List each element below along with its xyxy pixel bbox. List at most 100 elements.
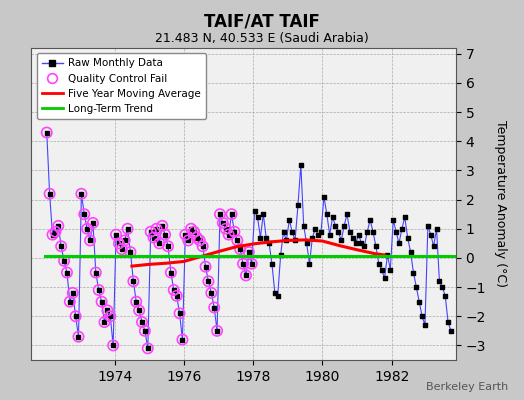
Point (83, 226, 91, 232)
Point (112, 232, 120, 238)
Point (164, 243, 172, 250)
Point (158, 223, 167, 229)
Point (380, 275, 389, 282)
Point (219, 220, 227, 226)
Point (71, 313, 80, 320)
Point (230, 228, 238, 235)
Point (216, 211, 224, 218)
Point (147, 228, 155, 235)
Point (210, 304, 219, 311)
Point (403, 234, 412, 241)
Point (66, 298, 74, 305)
Text: TAIF/AT TAIF: TAIF/AT TAIF (204, 12, 320, 30)
Point (109, 342, 117, 349)
Point (415, 298, 423, 305)
Point (42, 129, 51, 136)
Text: 21.483 N, 40.533 E (Saudi Arabia): 21.483 N, 40.533 E (Saudi Arabia) (155, 32, 369, 45)
Point (233, 237, 242, 244)
Point (320, 194, 328, 200)
Y-axis label: Temperature Anomaly (°C): Temperature Anomaly (°C) (494, 120, 507, 288)
Point (121, 237, 129, 244)
Point (311, 226, 320, 232)
Point (126, 249, 135, 255)
Point (94, 287, 103, 293)
Point (369, 228, 377, 235)
Point (117, 246, 126, 252)
Point (207, 290, 215, 296)
Point (288, 228, 297, 235)
Point (74, 334, 83, 340)
Point (77, 190, 85, 197)
Point (63, 269, 71, 276)
Point (297, 162, 305, 168)
Point (161, 232, 169, 238)
Point (389, 217, 397, 223)
Point (412, 284, 420, 290)
Point (115, 240, 123, 246)
Point (149, 234, 158, 241)
Point (77, 190, 85, 197)
Point (236, 246, 244, 252)
Point (164, 243, 172, 250)
Point (80, 211, 89, 218)
Point (144, 345, 152, 352)
Point (176, 310, 184, 316)
Point (354, 232, 363, 238)
Point (184, 237, 192, 244)
Point (222, 226, 230, 232)
Point (123, 226, 132, 232)
Point (155, 240, 163, 246)
Point (424, 223, 432, 229)
Point (195, 237, 204, 244)
Point (66, 298, 74, 305)
Point (242, 272, 250, 279)
Point (51, 228, 60, 235)
Point (69, 290, 77, 296)
Point (106, 313, 114, 320)
Point (201, 264, 210, 270)
Point (363, 228, 372, 235)
Point (219, 220, 227, 226)
Point (227, 211, 236, 218)
Point (398, 226, 406, 232)
Point (190, 228, 198, 235)
Point (377, 266, 386, 273)
Point (308, 234, 316, 241)
Point (204, 278, 213, 284)
Point (279, 228, 288, 235)
Point (144, 345, 152, 352)
Point (161, 232, 169, 238)
Point (172, 293, 181, 299)
Point (187, 226, 195, 232)
Point (366, 217, 374, 223)
Point (331, 223, 340, 229)
Point (271, 290, 279, 296)
Point (74, 334, 83, 340)
Point (103, 307, 112, 314)
Point (224, 232, 233, 238)
Point (317, 228, 325, 235)
Point (216, 211, 224, 218)
Point (253, 214, 261, 220)
Point (247, 260, 256, 267)
Point (181, 232, 190, 238)
Point (392, 228, 400, 235)
Point (167, 269, 175, 276)
Point (213, 328, 221, 334)
Point (250, 208, 259, 214)
Point (57, 243, 66, 250)
Point (97, 298, 106, 305)
Point (193, 234, 201, 241)
Point (230, 228, 238, 235)
Point (121, 237, 129, 244)
Point (100, 319, 108, 325)
Point (187, 226, 195, 232)
Point (325, 232, 334, 238)
Point (268, 260, 276, 267)
Point (86, 237, 94, 244)
Point (100, 319, 108, 325)
Point (112, 232, 120, 238)
Point (357, 240, 366, 246)
Point (201, 264, 210, 270)
Point (262, 234, 270, 241)
